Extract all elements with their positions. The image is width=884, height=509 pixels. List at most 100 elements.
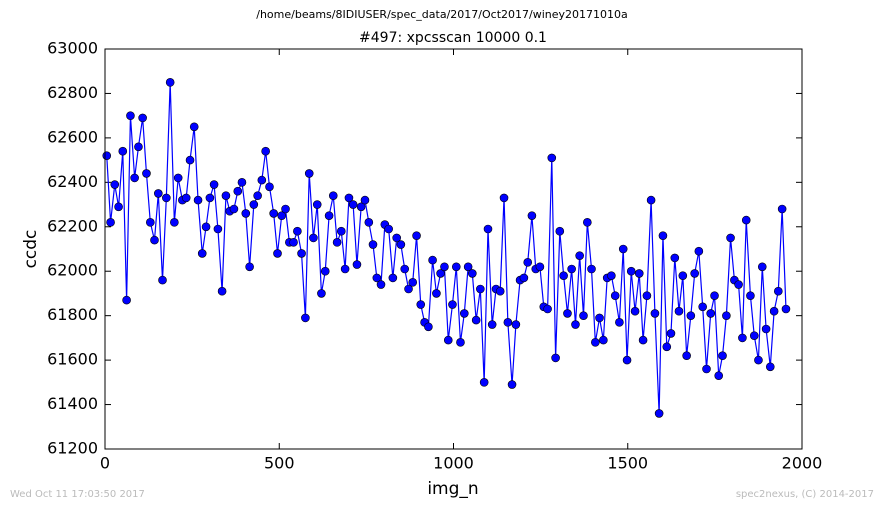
data-point: [563, 309, 572, 318]
data-point: [774, 286, 783, 296]
data-point: [352, 260, 362, 269]
data-point: [654, 409, 664, 418]
y-tick-label: 62200: [47, 216, 98, 235]
data-point: [571, 320, 580, 329]
data-point: [610, 291, 620, 300]
data-point: [523, 258, 533, 267]
data-point: [547, 153, 557, 163]
data-point: [412, 231, 421, 240]
data-point: [535, 262, 545, 272]
data-point: [436, 269, 445, 278]
data-point: [698, 302, 707, 312]
data-point: [173, 173, 183, 183]
y-tick-label: 61400: [47, 394, 98, 413]
data-point: [384, 224, 393, 234]
data-point: [670, 253, 680, 263]
data-point: [392, 233, 401, 243]
data-point: [257, 175, 267, 185]
data-point: [440, 262, 449, 272]
x-tick-label: 1000: [433, 454, 474, 473]
data-point: [309, 233, 318, 243]
data-point: [634, 269, 644, 278]
data-point: [209, 180, 219, 189]
data-point: [138, 113, 147, 123]
y-tick-label: 62400: [47, 172, 98, 191]
data-point: [201, 222, 211, 232]
data-point: [289, 238, 298, 247]
data-point: [118, 146, 128, 156]
data-point: [448, 300, 457, 309]
data-point: [694, 246, 704, 256]
footer-left: Wed Oct 11 17:03:50 2017: [10, 489, 145, 500]
data-point: [130, 173, 139, 183]
header: /home/beams/8IDIUSER/spec_data/2017/Oct2…: [256, 8, 628, 21]
y-tick-label: 62600: [47, 127, 98, 146]
data-point: [499, 193, 509, 203]
footer-right: spec2nexus, (C) 2014-2017: [736, 489, 874, 500]
data-point: [324, 211, 334, 220]
data-point: [408, 278, 418, 287]
data-point: [650, 309, 660, 318]
data-point: [463, 262, 473, 272]
data-point: [332, 238, 342, 247]
y-tick-label: 62800: [47, 83, 98, 102]
y-tick-label: 62000: [47, 261, 98, 280]
data-point: [273, 249, 282, 258]
data-point: [583, 218, 592, 227]
data-point: [495, 286, 505, 296]
data-point: [555, 226, 565, 236]
data-point: [595, 313, 604, 323]
data-point: [714, 371, 724, 380]
data-point: [154, 189, 163, 198]
data-point: [662, 342, 672, 352]
chart-title: #497: xpcsscan 10000 0.1: [359, 30, 547, 46]
data-point: [181, 193, 191, 203]
data-point: [304, 169, 314, 178]
data-point: [301, 313, 310, 323]
data-point: [432, 289, 441, 298]
data-point: [579, 311, 588, 320]
data-point: [476, 284, 485, 294]
data-point: [297, 249, 306, 258]
data-point: [642, 291, 652, 300]
data-point: [527, 211, 537, 220]
data-point: [618, 244, 628, 254]
data-point: [237, 178, 247, 187]
data-point: [666, 329, 676, 338]
data-point: [471, 315, 481, 325]
data-point: [479, 378, 489, 387]
x-tick-label: 1500: [607, 454, 648, 473]
data-point: [757, 262, 767, 272]
data-point: [626, 266, 636, 276]
data-point: [690, 269, 699, 278]
data-point: [702, 364, 711, 374]
y-axis-label: ccdc: [21, 230, 41, 269]
data-point: [146, 218, 155, 227]
data-point: [416, 300, 426, 309]
data-point: [277, 211, 286, 220]
data-point: [165, 78, 175, 87]
x-tick-label: 2000: [782, 454, 823, 473]
data-point: [451, 262, 461, 272]
data-point: [110, 180, 120, 189]
data-point: [630, 306, 640, 316]
data-point: [253, 191, 262, 200]
data-point: [229, 204, 239, 214]
data-point: [356, 202, 366, 212]
data-point: [682, 351, 691, 360]
data-point: [114, 202, 123, 212]
data-point: [388, 273, 398, 283]
data-point: [443, 335, 453, 345]
data-point: [722, 311, 731, 320]
data-point: [344, 193, 354, 203]
data-point: [686, 311, 696, 320]
data-point: [646, 195, 656, 205]
data-point: [456, 338, 465, 347]
data-point: [348, 200, 358, 209]
data-point: [507, 380, 517, 389]
data-point: [607, 271, 616, 280]
data-point: [376, 280, 386, 289]
data-point: [746, 291, 755, 300]
